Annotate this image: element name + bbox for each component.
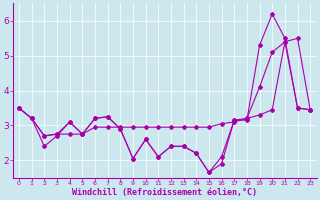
- X-axis label: Windchill (Refroidissement éolien,°C): Windchill (Refroidissement éolien,°C): [72, 188, 257, 197]
